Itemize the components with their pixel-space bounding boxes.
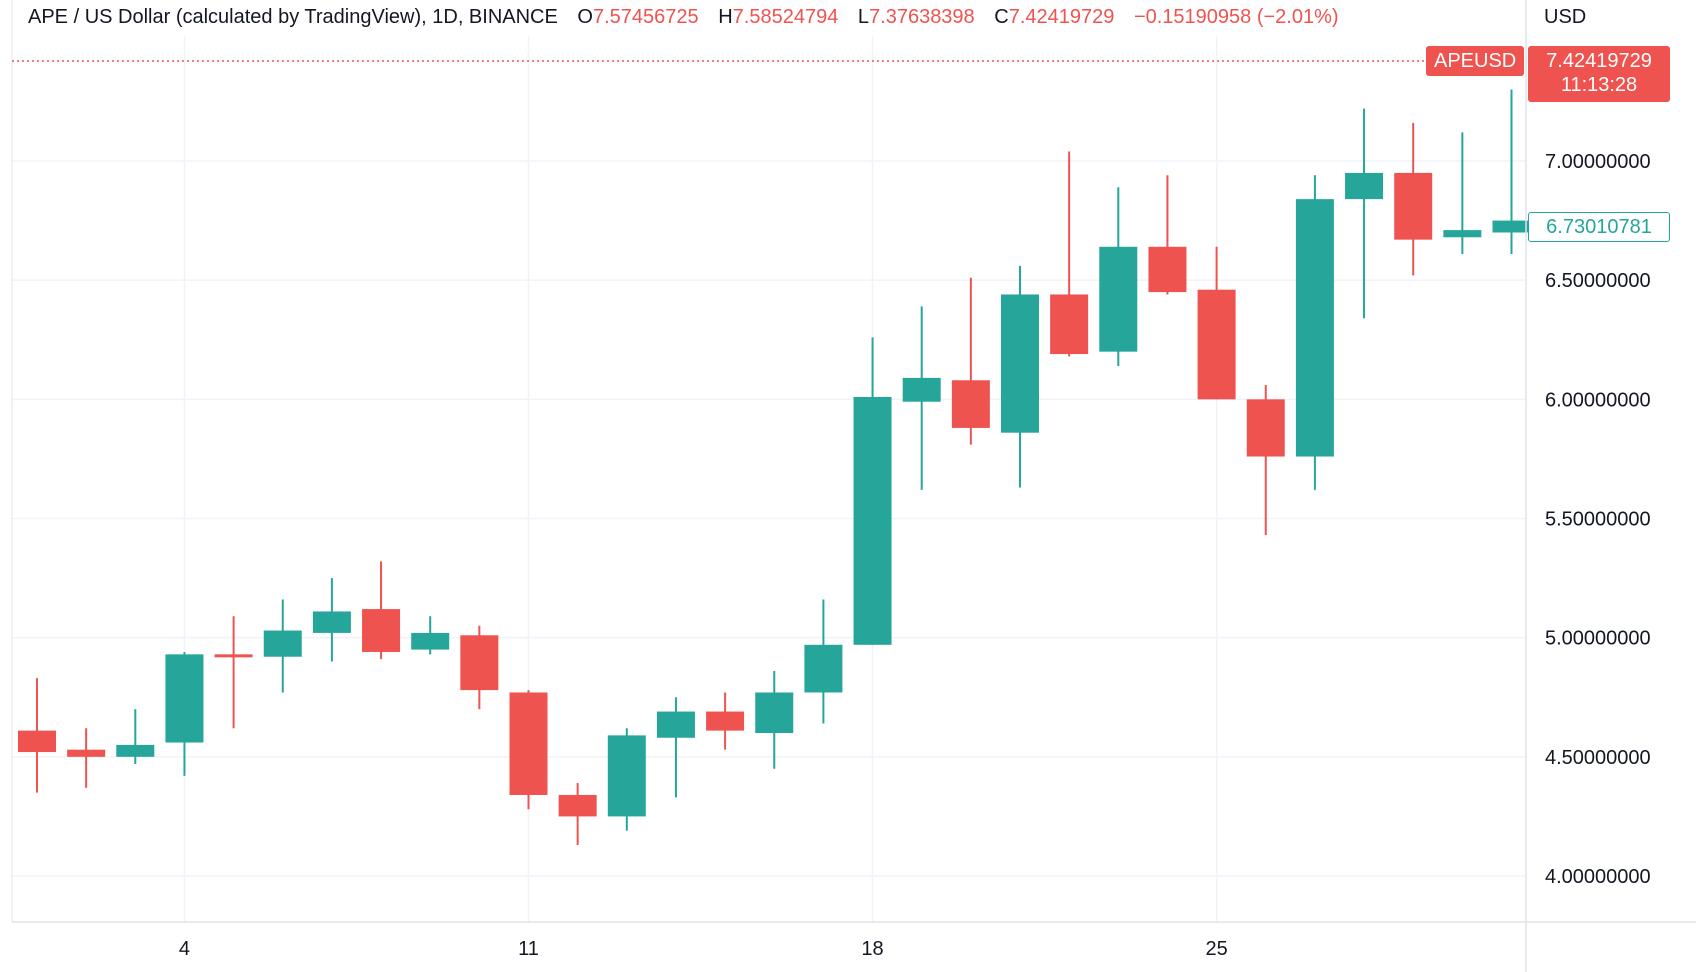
candle-body[interactable] bbox=[902, 377, 941, 402]
open-label: O bbox=[577, 6, 593, 28]
candle-body[interactable] bbox=[1050, 294, 1089, 355]
candle-body[interactable] bbox=[263, 630, 302, 657]
candle[interactable] bbox=[755, 671, 794, 769]
candle[interactable] bbox=[263, 599, 302, 693]
candle[interactable] bbox=[1050, 151, 1089, 357]
candle[interactable] bbox=[67, 728, 106, 788]
y-tick-label: 7.00000000 bbox=[1545, 151, 1651, 173]
candle-body[interactable] bbox=[460, 635, 499, 691]
candle-body[interactable] bbox=[1492, 220, 1531, 233]
close-label: C bbox=[994, 6, 1009, 28]
candle[interactable] bbox=[116, 709, 155, 764]
candle-body[interactable] bbox=[1246, 399, 1285, 457]
y-tick-label: 6.50000000 bbox=[1545, 270, 1651, 292]
candle-body[interactable] bbox=[1394, 172, 1433, 240]
candle-body[interactable] bbox=[1197, 289, 1236, 400]
candle-body[interactable] bbox=[804, 644, 843, 693]
low-label: L bbox=[857, 6, 870, 28]
candle[interactable] bbox=[1295, 175, 1334, 490]
candle-body[interactable] bbox=[1443, 230, 1482, 238]
candle-body[interactable] bbox=[1295, 199, 1334, 457]
y-tick-label: 4.50000000 bbox=[1545, 747, 1651, 769]
high-value: 7.58524794 bbox=[732, 6, 839, 28]
candle-body[interactable] bbox=[312, 611, 351, 633]
change-value: −0.15190958 (−2.01%) bbox=[1133, 6, 1339, 28]
candle[interactable] bbox=[1492, 89, 1531, 254]
close-value: 7.42419729 bbox=[1008, 6, 1115, 28]
candle[interactable] bbox=[214, 616, 253, 729]
candle-body[interactable] bbox=[214, 654, 253, 658]
candle[interactable] bbox=[607, 728, 646, 831]
candle-body[interactable] bbox=[706, 711, 745, 731]
candle[interactable] bbox=[1443, 132, 1482, 254]
candle[interactable] bbox=[1001, 265, 1039, 488]
ohlc-legend: APE / US Dollar (calculated by TradingVi… bbox=[28, 6, 1339, 29]
candle[interactable] bbox=[1099, 187, 1138, 366]
candle-body[interactable] bbox=[607, 735, 646, 817]
low-value: 7.37638398 bbox=[869, 6, 975, 28]
bar-countdown: 11:13:28 bbox=[1560, 74, 1638, 96]
x-tick-label: 25 bbox=[1205, 938, 1227, 960]
candle[interactable] bbox=[1345, 108, 1384, 319]
candle-body[interactable] bbox=[165, 654, 204, 743]
last-price-tag: 7.42419729 11:13:28 bbox=[1528, 46, 1670, 102]
candle-body[interactable] bbox=[116, 744, 155, 757]
candle-body[interactable] bbox=[853, 396, 892, 645]
candle-body[interactable] bbox=[656, 711, 695, 738]
candle-body[interactable] bbox=[18, 730, 56, 753]
x-tick-label: 18 bbox=[861, 938, 883, 960]
price-marker-tag: 6.73010781 bbox=[1528, 212, 1670, 242]
candle[interactable] bbox=[1394, 122, 1433, 276]
y-tick-label: 6.00000000 bbox=[1545, 389, 1651, 411]
candle[interactable] bbox=[411, 616, 450, 655]
candle-body[interactable] bbox=[1148, 246, 1187, 293]
candle[interactable] bbox=[1197, 246, 1236, 400]
candle[interactable] bbox=[1246, 385, 1285, 536]
y-tick-label: 4.00000000 bbox=[1545, 866, 1651, 888]
candle-body[interactable] bbox=[1099, 246, 1138, 352]
candle[interactable] bbox=[312, 578, 351, 662]
candle-body[interactable] bbox=[755, 692, 794, 733]
candle[interactable] bbox=[460, 625, 499, 710]
candle[interactable] bbox=[706, 692, 745, 750]
candle-body[interactable] bbox=[67, 749, 106, 757]
grid-layer bbox=[12, 36, 1526, 922]
candles-layer[interactable] bbox=[18, 89, 1531, 846]
symbol-description: APE / US Dollar (calculated by TradingVi… bbox=[28, 6, 558, 28]
open-value: 7.57456725 bbox=[592, 6, 699, 28]
candle[interactable] bbox=[509, 690, 548, 810]
candle[interactable] bbox=[902, 306, 941, 490]
candle[interactable] bbox=[951, 277, 990, 445]
price-axis-unit: USD bbox=[1544, 6, 1587, 28]
candle-body[interactable] bbox=[558, 794, 597, 817]
y-tick-label: 5.50000000 bbox=[1545, 509, 1651, 531]
last-price-value: 7.42419729 bbox=[1546, 50, 1652, 72]
candle[interactable] bbox=[1148, 175, 1187, 295]
candle[interactable] bbox=[804, 599, 843, 724]
candle[interactable] bbox=[656, 697, 695, 798]
candle[interactable] bbox=[362, 561, 401, 660]
candle-body[interactable] bbox=[509, 692, 548, 795]
high-label: H bbox=[718, 6, 733, 28]
x-tick-label: 4 bbox=[179, 938, 190, 960]
y-tick-label: 5.00000000 bbox=[1545, 628, 1651, 650]
candle[interactable] bbox=[165, 651, 204, 776]
candle-body[interactable] bbox=[951, 380, 990, 428]
candle[interactable] bbox=[558, 783, 597, 846]
symbol-tag: APEUSD bbox=[1426, 46, 1524, 76]
candle-body[interactable] bbox=[1001, 294, 1039, 433]
candle[interactable] bbox=[853, 337, 892, 645]
x-tick-label: 11 bbox=[518, 938, 539, 960]
axis-layer: 4.00000000 4.50000000 5.00000000 5.50000000… bbox=[11, 0, 1696, 972]
candle[interactable] bbox=[18, 678, 56, 793]
candle-body[interactable] bbox=[1345, 172, 1384, 200]
candle-body[interactable] bbox=[411, 632, 450, 650]
candle-body[interactable] bbox=[362, 609, 401, 652]
